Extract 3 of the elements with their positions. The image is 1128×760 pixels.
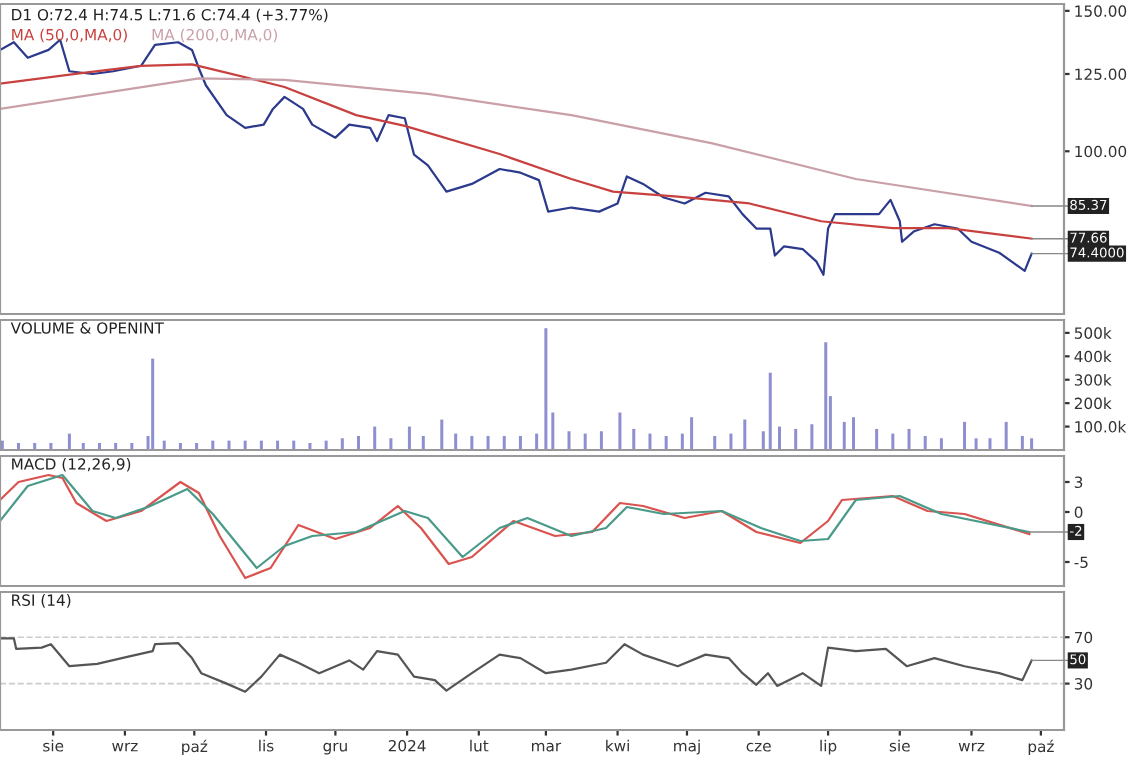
line-series <box>0 63 1033 240</box>
line-series <box>0 637 1033 693</box>
line-series <box>0 77 1033 208</box>
